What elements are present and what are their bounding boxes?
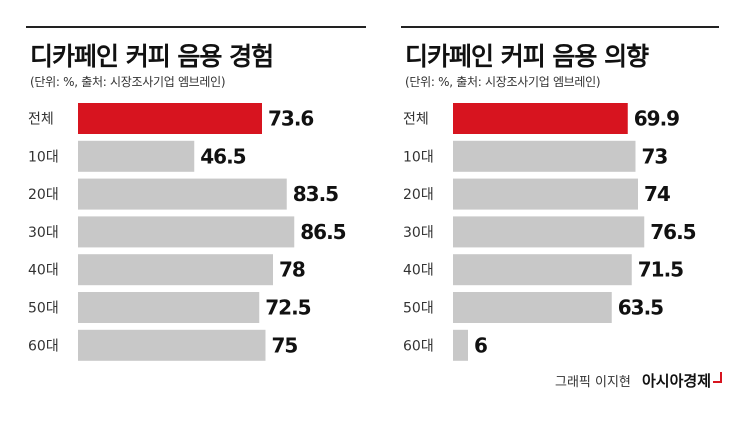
value-label: 73.6: [268, 107, 313, 131]
value-label: 76.5: [650, 220, 695, 244]
value-label: 86.5: [300, 220, 345, 244]
chart-subtitle: (단위: %, 출처: 시장조사기업 엠브레인): [405, 75, 601, 89]
bar: [78, 140, 195, 172]
category-label: 50대: [28, 301, 59, 317]
value-label: 78: [279, 258, 305, 282]
bar: [78, 216, 295, 248]
category-label: 20대: [403, 187, 434, 203]
graphic-credit: 그래픽 이지현: [555, 375, 631, 390]
bar: [78, 103, 262, 134]
category-label: 20대: [28, 187, 59, 203]
value-label: 6: [474, 333, 487, 357]
value-label: 75: [272, 333, 298, 357]
bar: [453, 178, 638, 210]
bar: [453, 329, 468, 361]
value-label: 46.5: [200, 144, 245, 168]
top-rule: [26, 26, 366, 28]
value-label: 72.5: [265, 296, 310, 320]
category-label: 전체: [28, 112, 54, 128]
category-label: 50대: [403, 301, 434, 317]
bar: [78, 254, 273, 286]
bar: [453, 292, 612, 323]
chart-title: 디카페인 커피 음용 의향: [405, 42, 649, 71]
bar: [453, 254, 632, 286]
bar-chart-intention: 전체 69.9 10대 73 20대 74 30대 76.5 40대 71.5 50대 63.5 60대…: [403, 103, 697, 361]
footer: 그래픽 이지현 아시아경제: [555, 370, 723, 391]
category-label: 30대: [403, 225, 434, 241]
bar-chart-experience: 전체 73.6 10대 46.5 20대 83.5 30대 86.5 40대 78 50대 72.5 6…: [28, 103, 347, 361]
category-label: 60대: [28, 338, 59, 354]
value-label: 83.5: [293, 182, 338, 206]
bar: [453, 140, 636, 172]
brand-logo: 아시아경제: [642, 372, 712, 390]
bar: [78, 292, 260, 323]
category-label: 10대: [403, 149, 434, 165]
chart-title: 디카페인 커피 음용 경험: [30, 42, 274, 71]
category-label: 40대: [403, 263, 434, 279]
value-label: 74: [644, 182, 670, 206]
value-label: 69.9: [634, 107, 679, 131]
category-label: 40대: [28, 263, 59, 279]
chart-subtitle: (단위: %, 출처: 시장조사기업 엠브레인): [30, 75, 226, 89]
value-label: 71.5: [638, 258, 683, 282]
bar: [453, 103, 628, 134]
bar: [78, 178, 287, 210]
top-rule: [401, 26, 719, 28]
value-label: 73: [642, 144, 668, 168]
category-label: 전체: [403, 112, 429, 128]
category-label: 10대: [28, 149, 59, 165]
bar: [453, 216, 645, 248]
bar: [78, 329, 266, 361]
brand-mark-icon: [713, 372, 723, 383]
category-label: 30대: [28, 225, 59, 241]
category-label: 60대: [403, 338, 434, 354]
value-label: 63.5: [618, 296, 663, 320]
